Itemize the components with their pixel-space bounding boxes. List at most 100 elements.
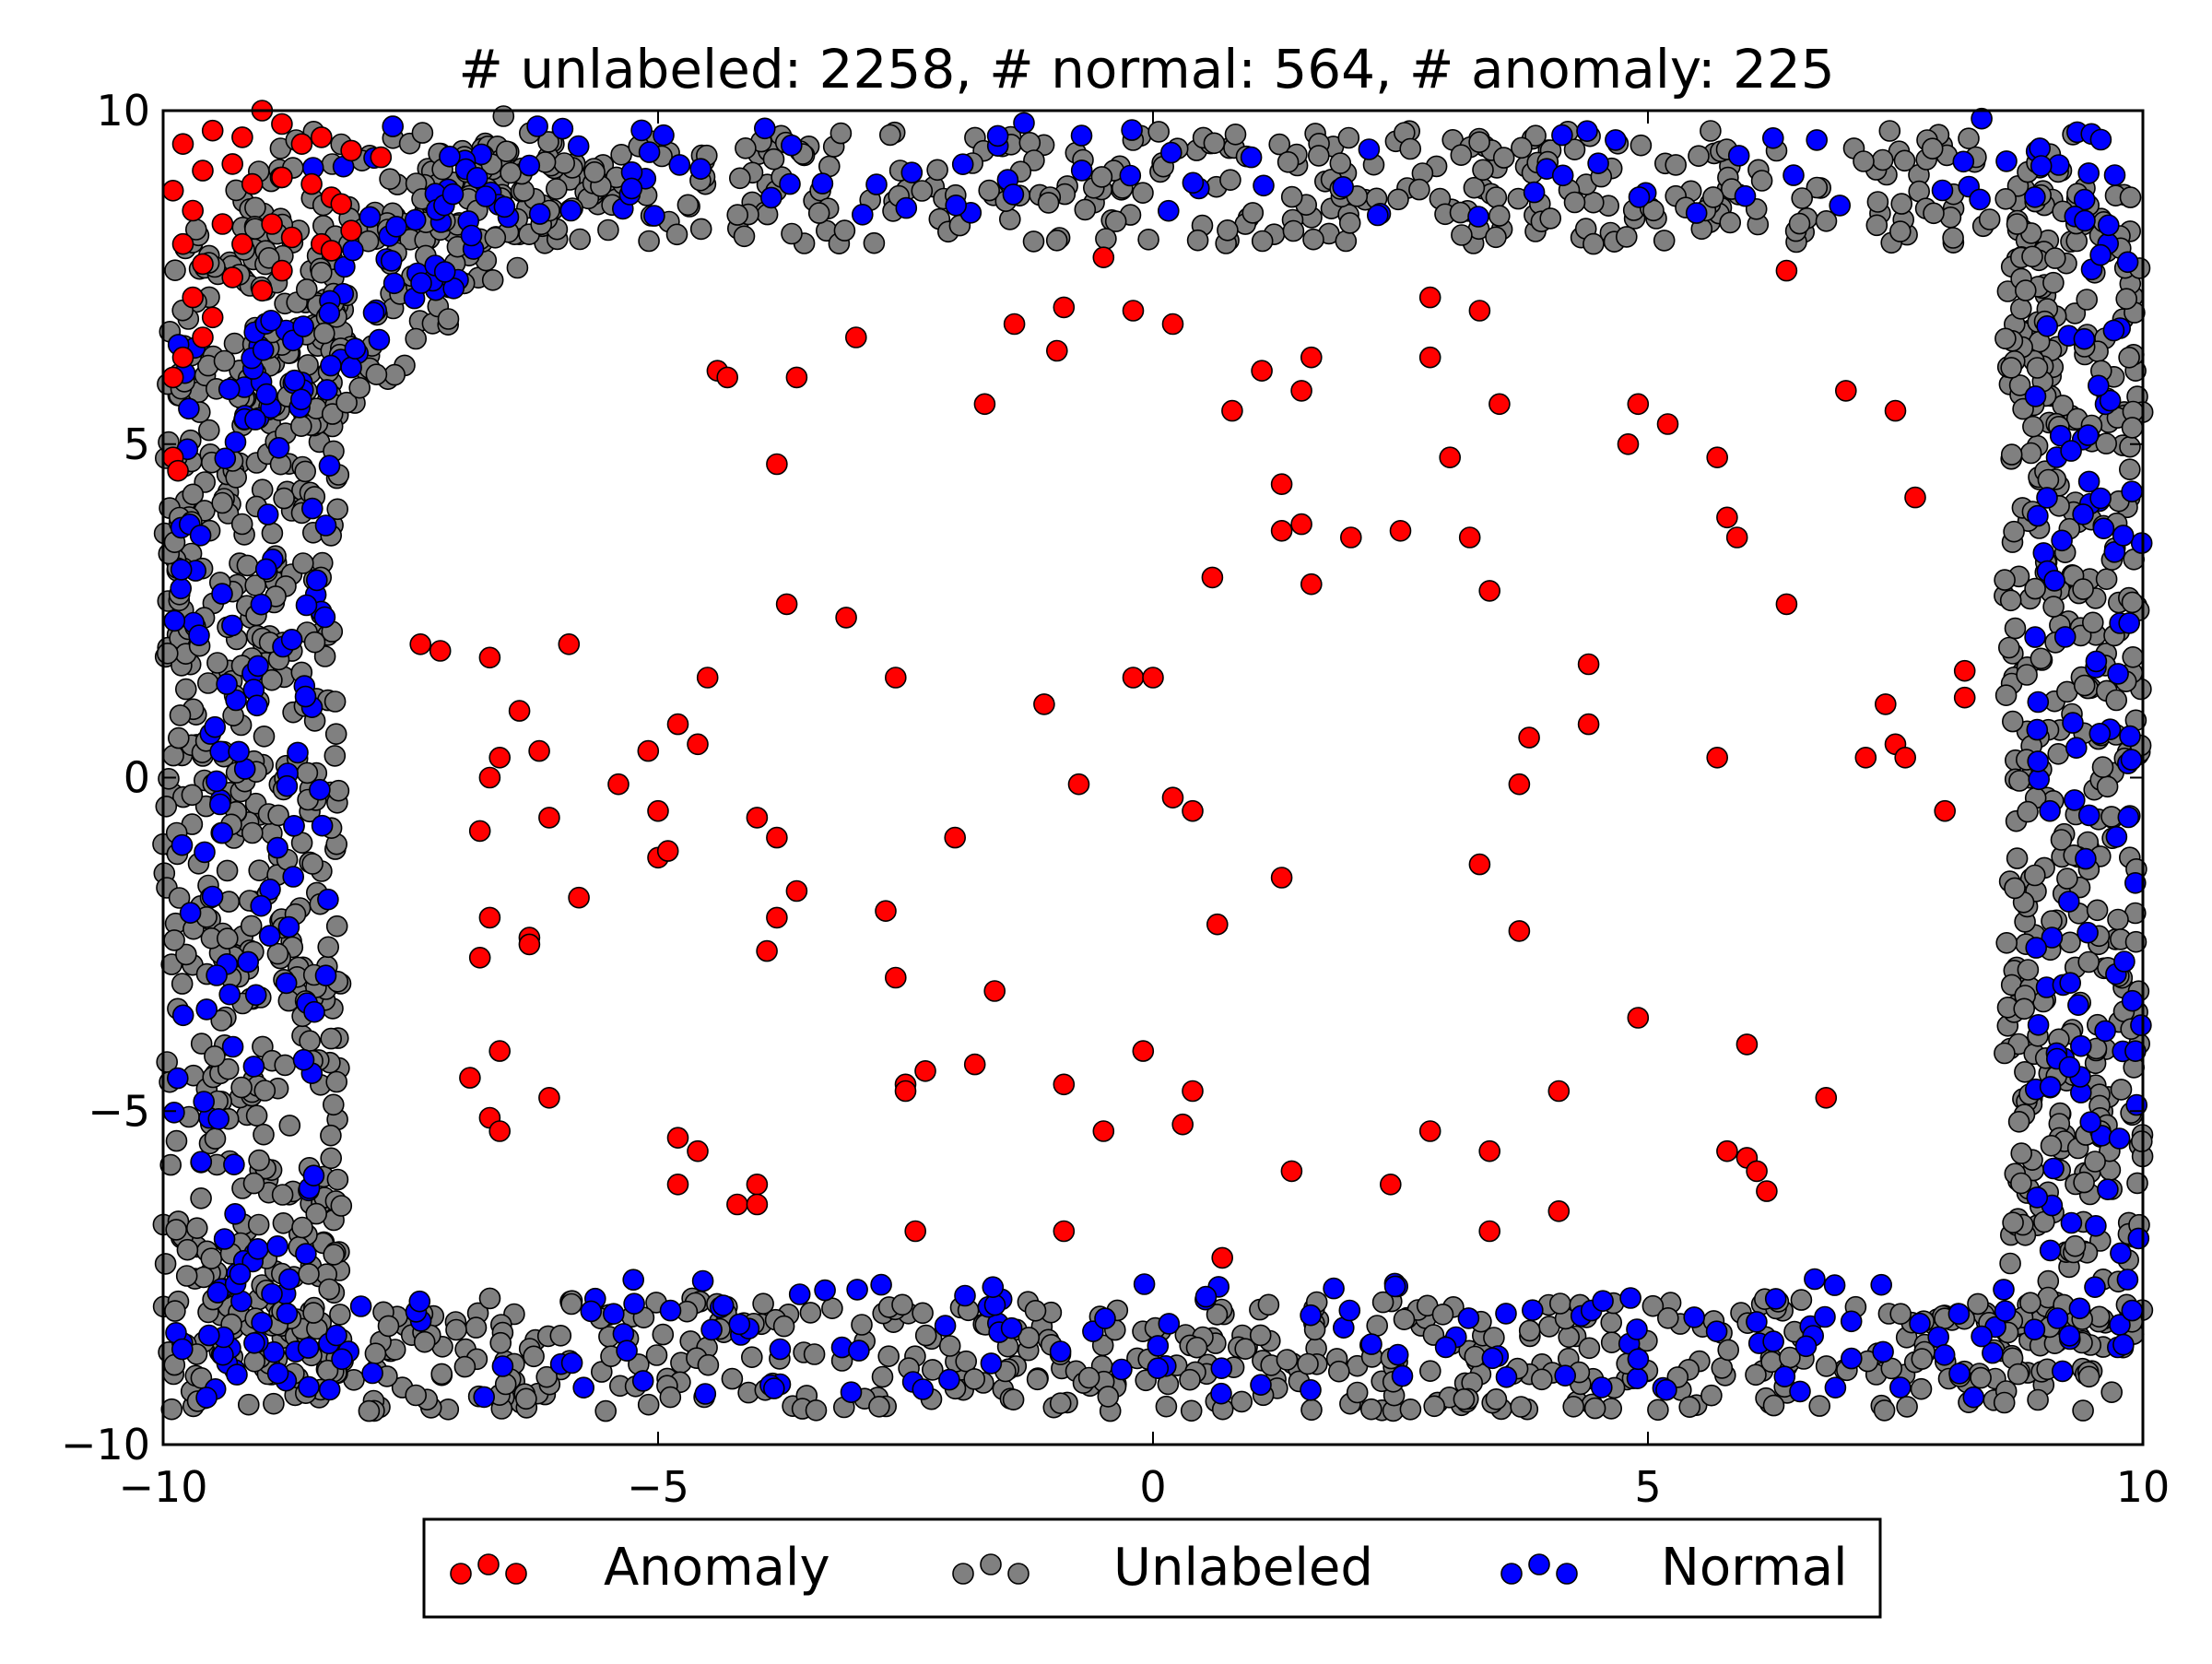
point-normal (206, 1281, 229, 1304)
point-unlabeled (1893, 149, 1916, 172)
point-unlabeled (1653, 230, 1676, 252)
point-normal (2039, 1239, 2062, 1262)
point-normal (211, 821, 234, 844)
point-normal (728, 1313, 751, 1336)
point-anomaly (171, 346, 194, 369)
point-normal (242, 1056, 265, 1078)
point-normal (1158, 199, 1180, 222)
point-normal (788, 1283, 811, 1305)
point-normal (934, 1315, 957, 1337)
point-unlabeled (500, 161, 522, 184)
point-normal (295, 1243, 317, 1265)
point-normal (1481, 1347, 1504, 1370)
point-anomaly (914, 1060, 936, 1082)
point-normal (1872, 1340, 1894, 1363)
point-normal (294, 685, 317, 708)
point-normal (385, 216, 407, 238)
point-normal (218, 378, 241, 401)
point-normal (163, 609, 186, 632)
point-normal (228, 740, 250, 763)
point-normal (689, 158, 712, 180)
point-unlabeled (1896, 1396, 1918, 1418)
point-unlabeled (348, 376, 371, 399)
point-normal (659, 1299, 682, 1322)
point-normal (380, 250, 403, 272)
y-tick-label: 0 (124, 753, 150, 803)
point-unlabeled (278, 1115, 301, 1137)
point-anomaly (1053, 296, 1076, 319)
point-unlabeled (677, 194, 700, 217)
point-unlabeled (437, 308, 460, 330)
point-normal (631, 1370, 654, 1392)
point-unlabeled (1419, 1360, 1441, 1382)
point-unlabeled (405, 327, 428, 350)
point-unlabeled (1453, 1388, 1476, 1410)
point-anomaly (973, 393, 996, 416)
point-normal (320, 354, 342, 377)
point-normal (1495, 1303, 1517, 1325)
point-unlabeled (326, 1168, 349, 1191)
legend-marker (952, 1563, 974, 1585)
point-unlabeled (1921, 137, 1944, 159)
point-anomaly (201, 306, 224, 329)
point-anomaly (478, 646, 501, 669)
point-normal (1457, 1307, 1480, 1329)
point-normal (1434, 1336, 1457, 1359)
point-unlabeled (261, 668, 283, 691)
point-anomaly (1478, 1139, 1500, 1162)
point-normal (311, 814, 334, 837)
point-normal (691, 1269, 714, 1292)
point-anomaly (637, 739, 660, 762)
point-unlabeled (1230, 1390, 1253, 1413)
point-normal (1592, 1290, 1614, 1312)
point-normal (218, 983, 241, 1006)
point-unlabeled (1657, 1307, 1679, 1329)
point-normal (224, 1203, 246, 1225)
point-normal (779, 172, 801, 195)
point-unlabeled (1853, 150, 1875, 172)
point-normal (2084, 1276, 2106, 1298)
point-anomaly (161, 180, 184, 202)
point-normal (362, 301, 385, 325)
point-anomaly (1627, 1007, 1650, 1029)
point-unlabeled (1277, 151, 1300, 173)
point-unlabeled (1449, 201, 1472, 224)
point-anomaly (1854, 746, 1877, 769)
point-anomaly (271, 166, 293, 189)
point-unlabeled (317, 936, 340, 959)
point-unlabeled (1024, 1300, 1047, 1322)
point-normal (2068, 1297, 2091, 1320)
point-normal (1969, 188, 1991, 211)
point-normal (2117, 806, 2140, 829)
point-anomaly (1468, 300, 1491, 322)
point-normal (194, 841, 216, 864)
point-unlabeled (1077, 1366, 1100, 1389)
point-unlabeled (182, 483, 205, 506)
point-anomaly (1300, 572, 1323, 596)
point-unlabeled (1866, 191, 1889, 213)
point-unlabeled (1104, 210, 1127, 232)
point-anomaly (508, 700, 531, 722)
point-normal (2065, 737, 2088, 760)
point-unlabeled (2119, 458, 2141, 481)
point-normal (216, 673, 238, 695)
legend-marker (1528, 1553, 1550, 1575)
point-anomaly (1053, 1073, 1076, 1096)
legend-box (422, 1517, 1882, 1619)
point-anomaly (1627, 393, 1650, 416)
point-unlabeled (159, 1153, 182, 1176)
point-anomaly (182, 286, 204, 309)
point-normal (1727, 145, 1750, 167)
point-normal (280, 628, 303, 651)
point-normal (1931, 179, 1954, 202)
point-anomaly (1894, 746, 1916, 769)
point-normal (491, 1355, 514, 1377)
point-normal (1889, 1376, 1912, 1398)
point-normal (1626, 1367, 1649, 1389)
point-unlabeled (1873, 1399, 1896, 1422)
point-anomaly (904, 1220, 927, 1243)
point-normal (255, 383, 278, 406)
point-normal (567, 135, 590, 158)
point-unlabeled (217, 927, 239, 950)
point-unlabeled (2013, 997, 2035, 1021)
